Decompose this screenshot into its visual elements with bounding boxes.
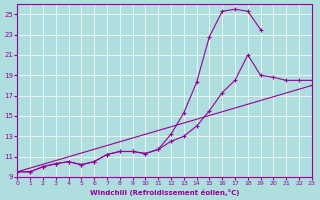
X-axis label: Windchill (Refroidissement éolien,°C): Windchill (Refroidissement éolien,°C) xyxy=(90,189,239,196)
